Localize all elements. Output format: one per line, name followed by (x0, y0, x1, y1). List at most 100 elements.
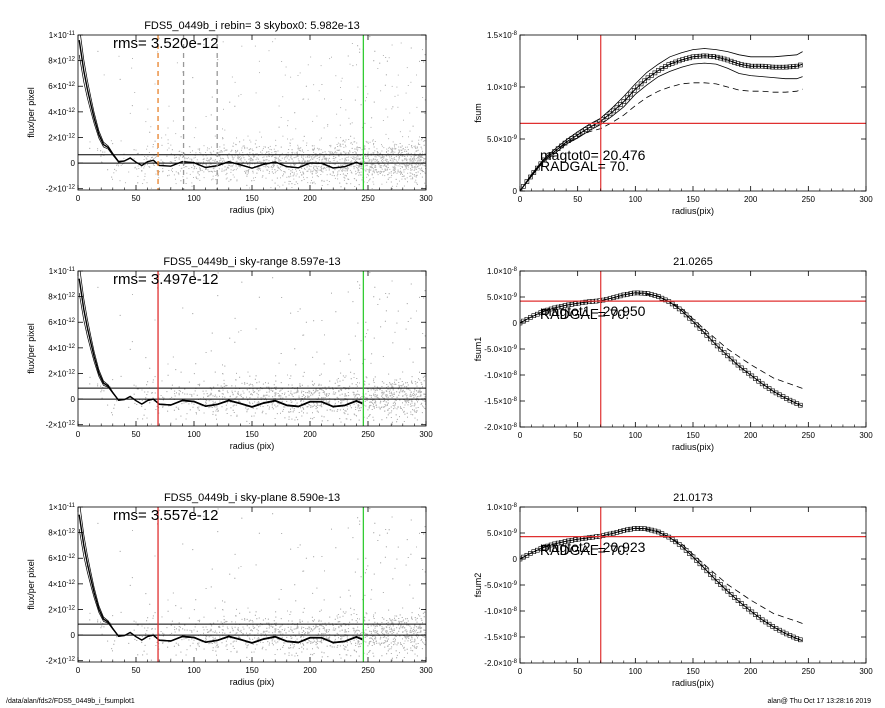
sky-pixel (354, 151, 356, 153)
sky-pixel (415, 175, 417, 177)
sky-pixel (310, 169, 312, 171)
sky-pixel (355, 158, 357, 160)
sky-pixel (279, 160, 281, 161)
sky-pixel (400, 168, 401, 170)
sky-pixel (399, 131, 401, 133)
sky-pixel (152, 397, 154, 399)
sky-pixel (348, 117, 350, 119)
sky-pixel (409, 172, 411, 174)
sky-pixel (358, 169, 360, 171)
sky-pixel (316, 167, 318, 169)
sky-pixel (383, 391, 385, 393)
sky-pixel (235, 144, 237, 146)
sky-pixel (394, 379, 396, 381)
sky-pixel (313, 169, 315, 171)
sky-pixel (381, 390, 383, 392)
sky-pixel (301, 390, 303, 392)
sky-pixel (324, 151, 326, 153)
sky-pixel (347, 178, 349, 180)
sky-pixel (247, 163, 249, 165)
sky-pixel (385, 293, 387, 294)
sky-pixel (398, 159, 400, 161)
sky-pixel (112, 178, 113, 180)
fsum-marker (787, 64, 793, 70)
sky-pixel (158, 397, 160, 399)
sky-pixel (412, 157, 414, 159)
sky-pixel (367, 155, 368, 157)
sky-pixel (321, 84, 323, 85)
sky-pixel (168, 174, 170, 176)
sky-pixel (364, 165, 366, 167)
sky-pixel (179, 150, 181, 152)
sky-pixel (225, 174, 227, 176)
sky-pixel (408, 144, 410, 145)
sky-pixel (373, 170, 375, 172)
sky-pixel (212, 395, 214, 397)
fsum-marker (770, 64, 775, 70)
sky-pixel (173, 174, 175, 176)
sky-pixel (195, 412, 197, 414)
sky-pixel (114, 190, 115, 191)
sky-pixel (374, 396, 376, 398)
fsum-marker (739, 62, 744, 67)
sky-pixel (370, 165, 372, 167)
sky-pixel (404, 149, 406, 151)
sky-pixel (399, 165, 401, 167)
sky-pixel (291, 187, 293, 188)
sky-pixel (184, 153, 186, 155)
sky-pixel (412, 159, 414, 161)
sky-pixel (406, 163, 408, 165)
fsum-marker (631, 88, 637, 93)
sky-pixel (123, 157, 125, 159)
sky-pixel (287, 374, 288, 376)
sky-pixel (237, 157, 239, 159)
sky-pixel (322, 171, 324, 173)
sky-pixel (345, 139, 347, 141)
sky-pixel (298, 149, 300, 151)
sky-pixel (297, 75, 299, 76)
sky-pixel (262, 157, 264, 159)
sky-pixel (316, 115, 318, 117)
sky-pixel (396, 183, 398, 185)
sky-pixel (384, 84, 386, 86)
sky-pixel (243, 157, 245, 159)
sky-pixel (293, 392, 295, 394)
sky-pixel (355, 406, 357, 408)
sky-pixel (203, 43, 205, 45)
sky-pixel (260, 151, 262, 153)
sky-pixel (255, 328, 257, 330)
sky-pixel (418, 168, 420, 169)
x-axis-label: radius (pix) (230, 205, 275, 215)
sky-pixel (381, 145, 383, 147)
sky-pixel (319, 155, 321, 157)
sky-pixel (369, 169, 371, 171)
sky-pixel (413, 174, 415, 176)
sky-pixel (153, 158, 155, 159)
sky-pixel (275, 158, 277, 160)
sky-pixel (129, 112, 131, 114)
sky-pixel (313, 417, 315, 418)
sky-pixel (376, 151, 378, 153)
sky-pixel (178, 165, 180, 166)
sky-pixel (226, 155, 228, 157)
sky-pixel (328, 181, 330, 182)
sky-pixel (406, 146, 408, 148)
sky-pixel (269, 389, 271, 391)
sky-pixel (149, 166, 151, 168)
sky-pixel (402, 159, 404, 161)
fsum-marker (614, 105, 620, 111)
x-tick-label: 200 (744, 195, 758, 204)
sky-pixel (413, 157, 415, 159)
sky-pixel (268, 151, 270, 153)
sky-pixel (403, 163, 405, 165)
sky-pixel (313, 149, 314, 151)
sky-pixel (308, 404, 310, 406)
sky-pixel (355, 152, 357, 154)
sky-pixel (404, 169, 406, 171)
sky-pixel (262, 175, 264, 177)
sky-pixel (402, 166, 403, 168)
sky-pixel (350, 142, 352, 144)
sky-pixel (295, 416, 297, 418)
sky-pixel (382, 156, 384, 158)
sky-pixel (304, 404, 306, 406)
